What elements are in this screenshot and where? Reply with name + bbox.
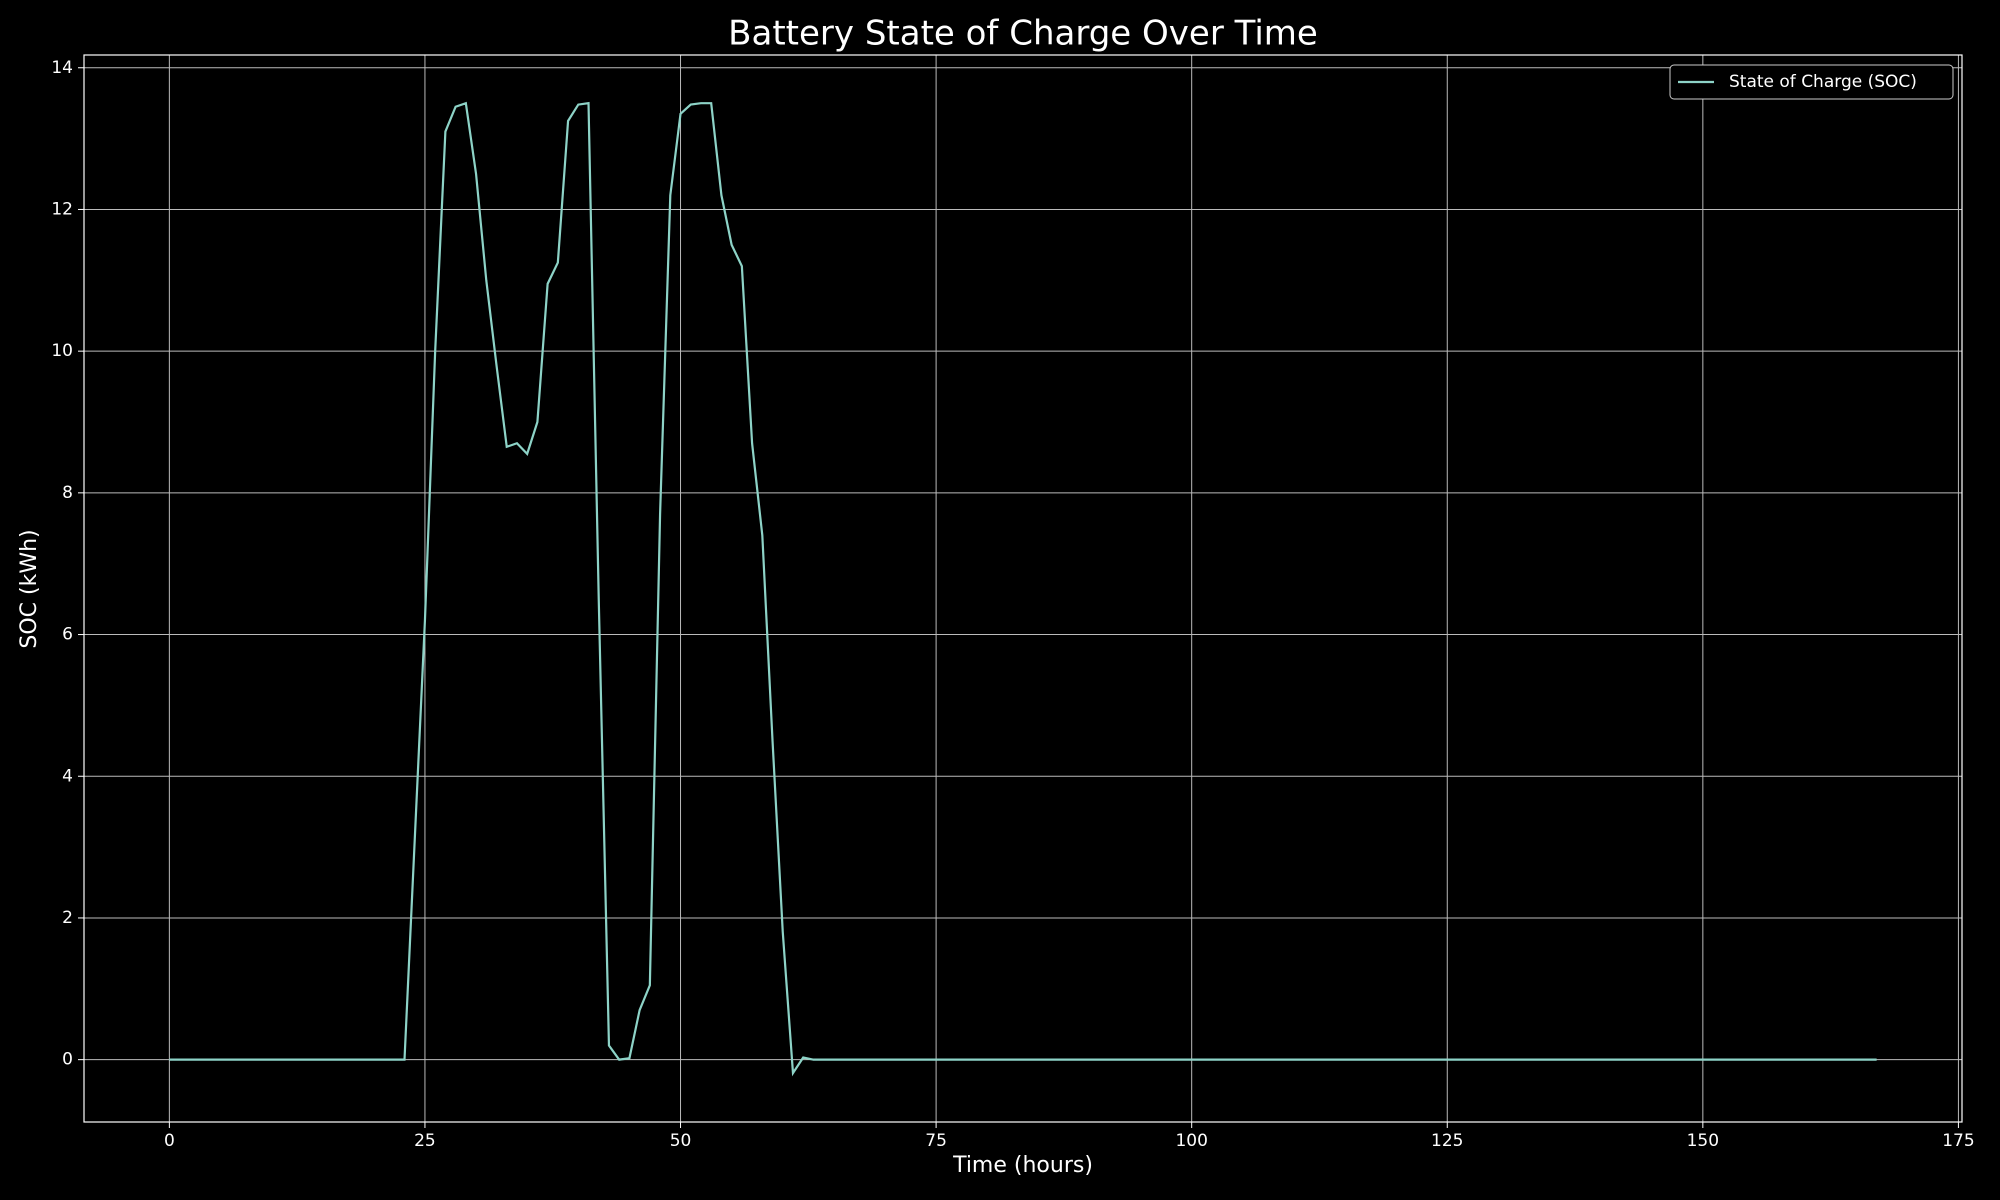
chart-title: Battery State of Charge Over Time bbox=[728, 14, 1318, 54]
x-axis-label: Time (hours) bbox=[952, 1153, 1093, 1178]
y-tick-label: 6 bbox=[62, 625, 73, 645]
y-tick-label: 4 bbox=[62, 766, 73, 786]
y-tick-label: 0 bbox=[62, 1050, 73, 1070]
x-tick-label: 25 bbox=[414, 1131, 436, 1151]
y-tick-label: 10 bbox=[51, 341, 73, 361]
axes-frame bbox=[83, 54, 1963, 1123]
y-axis-label: SOC (kWh) bbox=[17, 529, 42, 648]
data-line bbox=[169, 101, 1877, 1077]
x-tick-label: 0 bbox=[164, 1131, 175, 1151]
x-tick-label: 100 bbox=[1175, 1131, 1207, 1151]
y-tick-label: 14 bbox=[51, 58, 73, 78]
x-tick-label: 75 bbox=[925, 1131, 947, 1151]
x-tick-label: 150 bbox=[1687, 1131, 1719, 1151]
legend-box bbox=[1669, 64, 1954, 100]
x-tick-label: 50 bbox=[670, 1131, 692, 1151]
y-tick-label: 8 bbox=[62, 483, 73, 503]
y-tick-label: 2 bbox=[62, 908, 73, 928]
legend-label: State of Charge (SOC) bbox=[1729, 72, 1917, 92]
x-tick-label: 125 bbox=[1431, 1131, 1463, 1151]
x-tick-label: 175 bbox=[1942, 1131, 1974, 1151]
y-tick-label: 12 bbox=[51, 199, 73, 219]
